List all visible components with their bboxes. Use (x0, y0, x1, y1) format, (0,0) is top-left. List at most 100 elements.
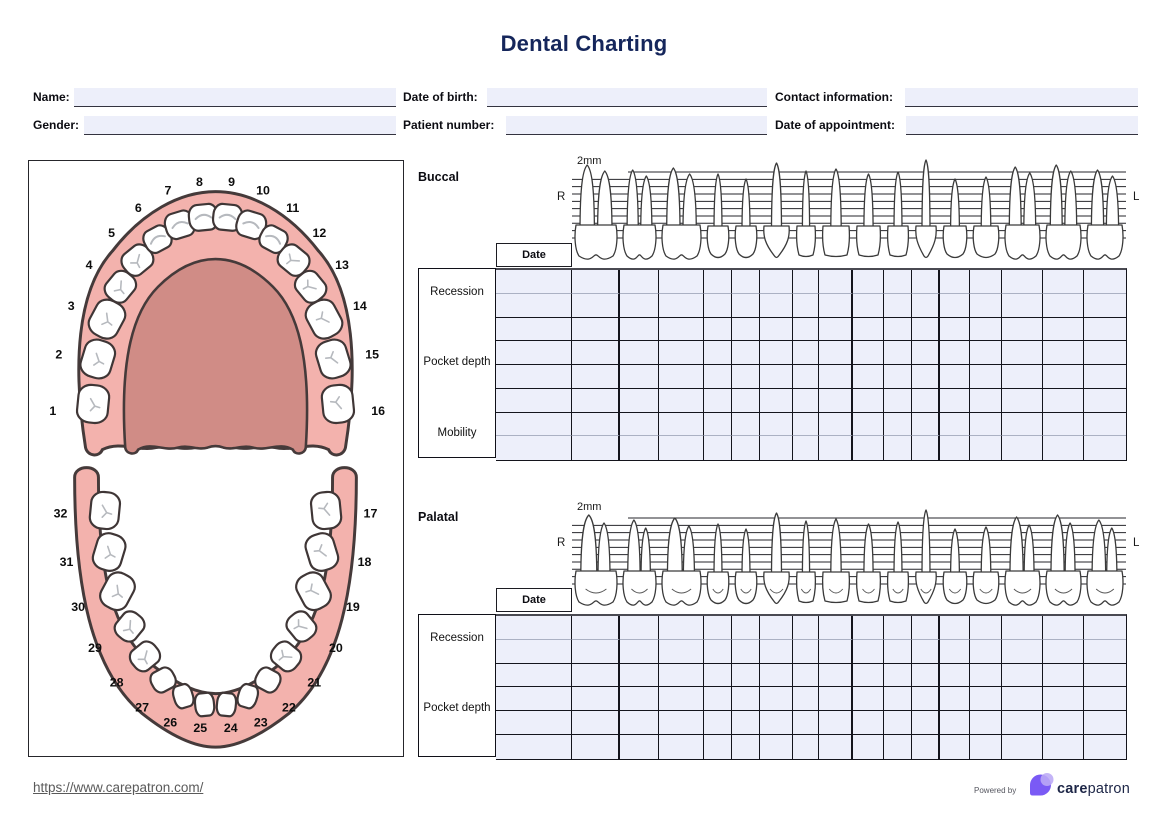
grid-cell[interactable] (884, 317, 912, 342)
grid-cell[interactable] (912, 639, 940, 664)
grid-cell[interactable] (1043, 293, 1084, 318)
grid-cell[interactable] (620, 270, 659, 294)
grid-cell[interactable] (793, 293, 819, 318)
field-input-contact_information[interactable] (905, 88, 1138, 107)
grid-cell[interactable] (620, 436, 659, 460)
grid-cell[interactable] (620, 616, 659, 640)
grid-cell[interactable] (853, 365, 884, 389)
grid-cell[interactable] (853, 270, 884, 294)
grid-cell[interactable] (884, 293, 912, 318)
grid-cell[interactable] (819, 341, 853, 365)
grid-cell[interactable] (620, 639, 659, 664)
grid-cell[interactable] (496, 734, 572, 759)
grid-cell[interactable] (572, 317, 620, 342)
grid-cell[interactable] (1002, 687, 1043, 711)
grid-cell[interactable] (912, 663, 940, 688)
grid-cell[interactable] (970, 436, 1002, 460)
grid-cell[interactable] (912, 365, 940, 389)
grid-cell[interactable] (1002, 663, 1043, 688)
grid-cell[interactable] (572, 270, 620, 294)
grid-cell[interactable] (732, 687, 760, 711)
grid-cell[interactable] (884, 734, 912, 759)
grid-cell[interactable] (793, 365, 819, 389)
grid-cell[interactable] (1043, 388, 1084, 413)
grid-cell[interactable] (732, 412, 760, 437)
grid-cell[interactable] (793, 436, 819, 460)
grid-cell[interactable] (912, 270, 940, 294)
grid-cell[interactable] (1084, 341, 1126, 365)
grid-cell[interactable] (970, 687, 1002, 711)
grid-cell[interactable] (970, 388, 1002, 413)
grid-cell[interactable] (970, 734, 1002, 759)
grid-cell[interactable] (572, 365, 620, 389)
grid-cell[interactable] (1043, 734, 1084, 759)
grid-cell[interactable] (760, 365, 793, 389)
grid-cell[interactable] (1002, 711, 1043, 735)
grid-cell[interactable] (912, 341, 940, 365)
grid-cell[interactable] (1002, 293, 1043, 318)
grid-cell[interactable] (572, 734, 620, 759)
grid-cell[interactable] (970, 663, 1002, 688)
grid-cell[interactable] (884, 436, 912, 460)
grid-cell[interactable] (1084, 317, 1126, 342)
grid-cell[interactable] (912, 317, 940, 342)
grid-cell[interactable] (884, 270, 912, 294)
grid-cell[interactable] (760, 412, 793, 437)
grid-cell[interactable] (496, 639, 572, 664)
grid-cell[interactable] (572, 388, 620, 413)
grid-cell[interactable] (1002, 734, 1043, 759)
grid-cell[interactable] (853, 687, 884, 711)
grid-cell[interactable] (970, 293, 1002, 318)
grid-cell[interactable] (572, 663, 620, 688)
grid-cell[interactable] (940, 663, 970, 688)
grid-cell[interactable] (970, 711, 1002, 735)
grid-cell[interactable] (1084, 412, 1126, 437)
grid-cell[interactable] (853, 436, 884, 460)
grid-cell[interactable] (732, 616, 760, 640)
grid-cell[interactable] (853, 412, 884, 437)
grid-cell[interactable] (1043, 270, 1084, 294)
grid-cell[interactable] (620, 341, 659, 365)
grid-cell[interactable] (970, 616, 1002, 640)
grid-cell[interactable] (912, 711, 940, 735)
grid-cell[interactable] (884, 388, 912, 413)
grid-cell[interactable] (732, 365, 760, 389)
grid-cell[interactable] (940, 341, 970, 365)
grid-cell[interactable] (1084, 436, 1126, 460)
grid-cell[interactable] (970, 639, 1002, 664)
grid-cell[interactable] (732, 639, 760, 664)
grid-cell[interactable] (1002, 270, 1043, 294)
grid-cell[interactable] (853, 388, 884, 413)
grid-cell[interactable] (704, 616, 732, 640)
grid-cell[interactable] (760, 270, 793, 294)
grid-cell[interactable] (884, 663, 912, 688)
grid-cell[interactable] (704, 317, 732, 342)
grid-cell[interactable] (659, 388, 704, 413)
grid-cell[interactable] (819, 711, 853, 735)
grid-cell[interactable] (659, 293, 704, 318)
grid-cell[interactable] (732, 711, 760, 735)
grid-cell[interactable] (819, 436, 853, 460)
grid-cell[interactable] (819, 734, 853, 759)
grid-cell[interactable] (496, 687, 572, 711)
grid-cell[interactable] (1043, 436, 1084, 460)
grid-cell[interactable] (732, 270, 760, 294)
grid-cell[interactable] (496, 317, 572, 342)
grid-cell[interactable] (620, 711, 659, 735)
grid-cell[interactable] (970, 412, 1002, 437)
grid-cell[interactable] (793, 341, 819, 365)
grid-cell[interactable] (1043, 412, 1084, 437)
grid-cell[interactable] (1084, 687, 1126, 711)
grid-cell[interactable] (572, 711, 620, 735)
grid-cell[interactable] (1043, 341, 1084, 365)
grid-cell[interactable] (704, 436, 732, 460)
grid-cell[interactable] (819, 388, 853, 413)
grid-cell[interactable] (1084, 663, 1126, 688)
grid-cell[interactable] (572, 412, 620, 437)
grid-cell[interactable] (572, 687, 620, 711)
grid-cell[interactable] (704, 687, 732, 711)
grid-cell[interactable] (793, 639, 819, 664)
grid-cell[interactable] (704, 365, 732, 389)
grid-cell[interactable] (912, 412, 940, 437)
field-input-patient_number[interactable] (506, 116, 767, 135)
